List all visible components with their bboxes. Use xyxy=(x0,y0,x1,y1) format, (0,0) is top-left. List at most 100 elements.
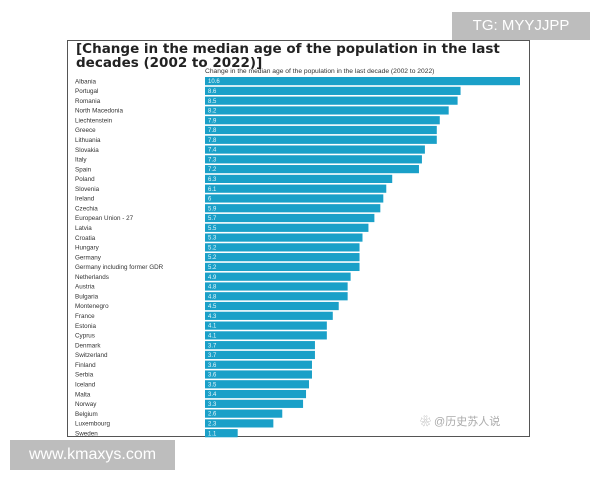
data-label: 3.7 xyxy=(208,343,217,349)
bar xyxy=(205,321,327,330)
category-label: Ireland xyxy=(75,196,95,203)
category-label: Portugal xyxy=(75,88,98,95)
bar xyxy=(205,106,449,115)
bar xyxy=(205,380,310,389)
bar xyxy=(205,389,307,399)
bar xyxy=(205,125,437,135)
data-label: 5.9 xyxy=(208,206,217,212)
bar xyxy=(205,331,327,340)
data-label: 3.6 xyxy=(208,373,217,379)
category-label: Cyprus xyxy=(75,333,95,340)
watermark: ❀ @历史苏人说 xyxy=(420,416,501,428)
data-label: 2.6 xyxy=(208,412,217,418)
data-label: 4.5 xyxy=(208,304,217,310)
data-label: 2.3 xyxy=(208,422,217,428)
category-label: Spain xyxy=(75,166,92,173)
bar xyxy=(205,272,351,281)
category-label: Slovakia xyxy=(75,147,99,154)
category-label: Belgium xyxy=(75,411,98,418)
data-label: 3.4 xyxy=(208,392,217,398)
category-label: European Union - 27 xyxy=(75,215,134,222)
bar xyxy=(205,399,304,408)
category-label: Lithuania xyxy=(75,137,101,144)
bar xyxy=(205,77,520,86)
data-label: 3.5 xyxy=(208,382,217,388)
data-label: 7.8 xyxy=(208,138,217,144)
category-label: Sweden xyxy=(75,430,98,437)
bar xyxy=(205,213,375,223)
category-label: Liechtenstein xyxy=(75,117,113,124)
data-label: 3.3 xyxy=(208,402,217,408)
category-label: Denmark xyxy=(75,342,101,349)
bar xyxy=(205,370,312,379)
data-label: 5.2 xyxy=(208,265,217,271)
category-label: Netherlands xyxy=(75,274,109,281)
data-label: 3.7 xyxy=(208,353,217,359)
data-label: 7.4 xyxy=(208,148,217,154)
data-label: 4.9 xyxy=(208,275,217,281)
category-label: Czechia xyxy=(75,205,98,212)
category-label: Romania xyxy=(75,98,101,105)
bar xyxy=(205,360,312,369)
bar xyxy=(205,116,440,125)
site-tag: www.kmaxys.com xyxy=(10,440,175,470)
data-label: 7.2 xyxy=(208,167,217,173)
bar xyxy=(205,409,283,418)
category-label: Germany xyxy=(75,254,102,261)
data-label: 7.9 xyxy=(208,118,217,124)
category-label: Montenegro xyxy=(75,303,109,310)
category-label: Finland xyxy=(75,362,96,369)
data-label: 5.7 xyxy=(208,216,217,222)
category-label: Estonia xyxy=(75,323,97,330)
bar xyxy=(205,174,393,183)
bar xyxy=(205,429,238,438)
data-label: 4.1 xyxy=(208,324,217,330)
bar xyxy=(205,155,422,164)
bar xyxy=(205,165,419,174)
data-label: 6.1 xyxy=(208,187,217,193)
category-label: Croatia xyxy=(75,235,96,242)
bar xyxy=(205,223,369,232)
category-label: Hungary xyxy=(75,245,100,252)
category-label: Latvia xyxy=(75,225,92,232)
data-label: 7.8 xyxy=(208,128,217,134)
tg-tag: TG: MYYJJPP xyxy=(452,12,590,40)
bar xyxy=(205,311,333,320)
bar xyxy=(205,96,458,105)
category-label: Albania xyxy=(75,78,97,85)
category-label: North Macedonia xyxy=(75,108,123,115)
bar xyxy=(205,282,348,291)
data-label: 4.1 xyxy=(208,333,217,339)
data-label: 5.5 xyxy=(208,226,217,232)
category-label: Iceland xyxy=(75,381,96,388)
bar xyxy=(205,86,461,95)
category-label: France xyxy=(75,313,95,320)
category-label: Italy xyxy=(75,157,87,164)
data-label: 4.3 xyxy=(208,314,217,320)
data-label: 5.2 xyxy=(208,245,217,251)
bar xyxy=(205,253,360,262)
bar xyxy=(205,262,360,272)
data-label: 4.8 xyxy=(208,285,217,291)
bar xyxy=(205,233,363,242)
data-label: 6.3 xyxy=(208,177,217,183)
category-label: Switzerland xyxy=(75,352,108,359)
bar xyxy=(205,243,360,252)
bar xyxy=(205,145,425,154)
data-label: 5.2 xyxy=(208,255,217,261)
bar xyxy=(205,350,315,360)
data-label: 5.3 xyxy=(208,236,217,242)
data-label: 7.3 xyxy=(208,157,217,163)
data-label: 8.5 xyxy=(208,99,217,105)
category-label: Serbia xyxy=(75,372,94,379)
data-label: 1.1 xyxy=(208,431,217,437)
bar xyxy=(205,135,437,144)
data-label: 3.6 xyxy=(208,363,217,369)
category-label: Germany including former GDR xyxy=(75,264,164,271)
category-label: Slovenia xyxy=(75,186,100,193)
bar xyxy=(205,301,339,311)
data-label: 4.8 xyxy=(208,294,217,300)
bar xyxy=(205,204,381,213)
category-label: Greece xyxy=(75,127,96,134)
